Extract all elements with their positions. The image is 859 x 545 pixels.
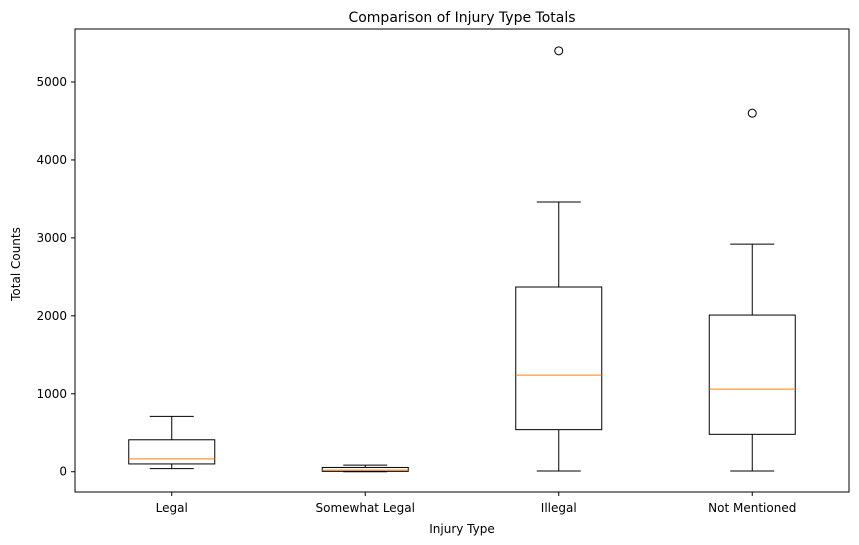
- plot-area: 0 1000 2000 3000 4000 5000 Legal Somewhat Legal…: [36, 28, 850, 515]
- outlier-point: [554, 46, 564, 56]
- x-axis-label: Injury Type: [429, 522, 495, 536]
- y-tick-label: 3000: [36, 231, 67, 245]
- y-tick-label: 0: [59, 465, 67, 479]
- x-tick-label: Somewhat Legal: [316, 501, 416, 515]
- box-iqr: [128, 439, 216, 465]
- outlier-point: [747, 108, 757, 118]
- y-tick-label: 5000: [36, 75, 67, 89]
- chart-title: Comparison of Injury Type Totals: [348, 10, 575, 26]
- x-tick-label: Legal: [156, 501, 188, 515]
- box-iqr: [708, 314, 796, 435]
- x-tick-label: Illegal: [541, 501, 577, 515]
- box-iqr: [321, 466, 409, 472]
- y-tick-label: 4000: [36, 153, 67, 167]
- box-iqr: [515, 286, 603, 431]
- y-tick-label: 2000: [36, 309, 67, 323]
- x-tick-label: Not Mentioned: [708, 501, 796, 515]
- plot-frame: [74, 28, 850, 493]
- y-axis-label: Total Counts: [9, 227, 23, 302]
- y-tick-label: 1000: [36, 387, 67, 401]
